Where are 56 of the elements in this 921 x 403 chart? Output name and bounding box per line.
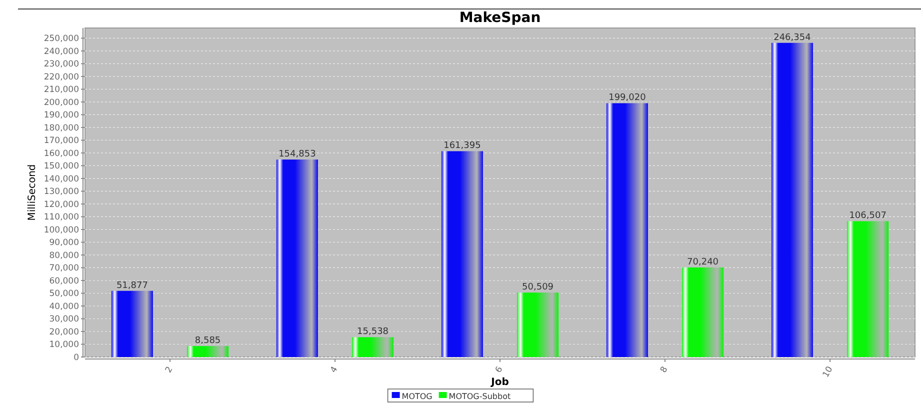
y-tick-label: 180,000 xyxy=(44,123,79,134)
data-label: 15,538 xyxy=(357,327,389,338)
bar xyxy=(111,290,153,357)
bar xyxy=(352,337,394,357)
y-tick-label: 200,000 xyxy=(44,98,79,108)
y-tick-label: 50,000 xyxy=(49,289,79,300)
bar xyxy=(517,292,559,357)
y-tick-label: 120,000 xyxy=(44,200,79,210)
y-tick-label: 100,000 xyxy=(44,225,79,236)
x-tick-label: 8 xyxy=(658,364,670,375)
y-tick-label: 80,000 xyxy=(49,250,79,261)
bar xyxy=(441,151,483,357)
y-tick-label: 60,000 xyxy=(49,276,79,286)
y-tick-label: 0 xyxy=(74,353,79,363)
y-tick-label: 110,000 xyxy=(44,212,79,223)
data-label: 50,509 xyxy=(522,282,554,293)
bar xyxy=(606,103,648,357)
y-axis-title: MilliSecond xyxy=(27,164,38,221)
y-tick-label: 230,000 xyxy=(44,60,79,70)
y-tick-label: 150,000 xyxy=(44,162,79,172)
bar xyxy=(276,160,318,357)
x-tick-label: 10 xyxy=(821,364,836,380)
bar xyxy=(682,267,724,357)
data-label: 161,395 xyxy=(444,141,481,152)
data-label: 246,354 xyxy=(774,32,812,43)
data-label: 106,507 xyxy=(849,211,886,222)
y-tick-label: 70,000 xyxy=(49,264,79,274)
y-tick-label: 220,000 xyxy=(44,72,79,82)
data-label: 199,020 xyxy=(608,93,646,104)
y-tick-label: 210,000 xyxy=(44,85,79,96)
legend-label: MOTOG xyxy=(402,392,432,401)
y-tick-label: 250,000 xyxy=(44,34,79,44)
x-tick-label: 4 xyxy=(328,364,340,375)
y-tick-label: 160,000 xyxy=(44,148,79,159)
y-tick-label: 30,000 xyxy=(49,314,79,325)
data-label: 70,240 xyxy=(687,257,719,268)
data-label: 8,585 xyxy=(194,336,221,346)
x-tick-label: 6 xyxy=(494,364,506,375)
y-tick-label: 40,000 xyxy=(49,302,79,312)
data-label: 154,853 xyxy=(278,150,316,160)
bar xyxy=(847,221,889,357)
y-tick-label: 240,000 xyxy=(44,46,79,57)
bar xyxy=(186,346,229,357)
y-tick-label: 20,000 xyxy=(49,327,79,338)
chart-title: MakeSpan xyxy=(459,10,541,26)
bar xyxy=(771,42,814,357)
x-tick-label: 2 xyxy=(164,364,176,375)
data-label: 51,877 xyxy=(116,280,148,291)
y-tick-label: 190,000 xyxy=(44,110,79,121)
y-tick-label: 90,000 xyxy=(49,238,79,248)
y-tick-label: 130,000 xyxy=(44,187,79,198)
y-tick-label: 170,000 xyxy=(44,136,79,146)
legend-label: MOTOG-Subbot xyxy=(448,392,511,401)
x-axis-title: Job xyxy=(490,377,509,388)
y-tick-label: 140,000 xyxy=(44,174,79,184)
y-tick-label: 10,000 xyxy=(49,340,79,350)
